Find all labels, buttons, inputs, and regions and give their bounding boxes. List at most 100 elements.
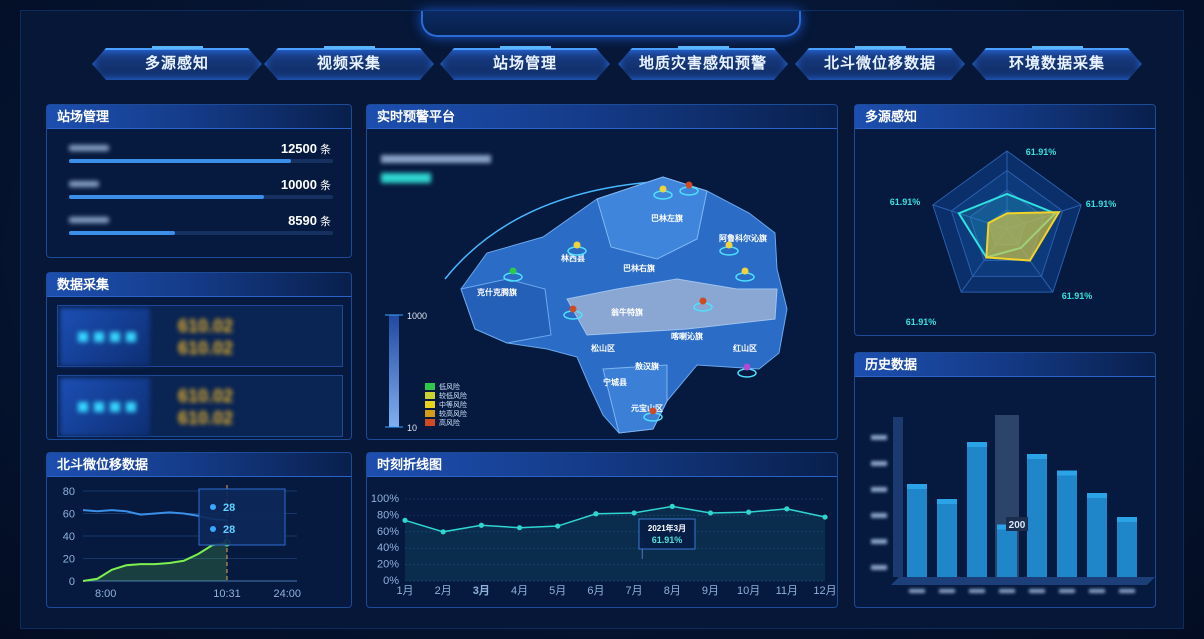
history-bar[interactable]	[1087, 493, 1107, 577]
y-tick: 20	[63, 554, 75, 566]
legend-swatch	[425, 419, 435, 426]
nav-tab[interactable]: 站场管理	[440, 46, 610, 80]
data-point	[669, 503, 675, 509]
panel-header: 实时预警平台	[367, 105, 837, 129]
nav-tab-label: 地质灾害感知预警	[638, 55, 767, 72]
panel-title: 实时预警平台	[377, 109, 456, 124]
history-bar[interactable]	[937, 499, 957, 577]
y-tick: 60%	[377, 526, 399, 538]
risk-marker[interactable]	[743, 363, 751, 371]
panel-header: 历史数据	[855, 353, 1155, 377]
panel-header: 多源感知	[855, 105, 1155, 129]
legend-label: 高风险	[439, 418, 460, 427]
radar-label: 61.91%	[1026, 147, 1057, 157]
risk-marker[interactable]	[725, 241, 733, 249]
region-label: 克什克腾旗	[477, 287, 517, 297]
nav-tab[interactable]: 地质灾害感知预警	[618, 46, 788, 80]
y-tick: 60	[63, 509, 75, 521]
card-value: 610.02	[178, 316, 234, 336]
panel-title: 数据采集	[57, 277, 110, 292]
radar-label: 61.91%	[1062, 291, 1093, 301]
x-tick: 9月	[702, 585, 719, 597]
history-bar[interactable]	[1117, 517, 1137, 577]
x-tick: 4月	[511, 585, 528, 597]
nav-tab[interactable]: 多源感知	[92, 46, 262, 80]
history-bar[interactable]	[1027, 454, 1047, 577]
legend-swatch	[425, 383, 435, 390]
card-value: 610.02	[178, 338, 234, 358]
panel-title: 站场管理	[57, 109, 110, 124]
history-bar[interactable]	[907, 484, 927, 577]
nav-tab[interactable]: 北斗微位移数据	[795, 46, 965, 80]
risk-marker[interactable]	[569, 305, 577, 313]
risk-marker[interactable]	[659, 185, 667, 193]
radar-label: 61.91%	[906, 317, 937, 327]
station-value: 12500 条	[280, 141, 331, 156]
region-label: 巴林左旗	[651, 213, 683, 223]
risk-marker[interactable]	[649, 407, 657, 415]
nav-tab-label: 多源感知	[144, 55, 209, 72]
x-tick: 24:00	[273, 588, 301, 600]
x-tick: 11月	[776, 585, 798, 597]
blurred-label	[69, 217, 109, 223]
legend-swatch	[425, 410, 435, 417]
risk-marker[interactable]	[509, 267, 517, 275]
tooltip-value: 28	[223, 502, 235, 514]
risk-marker[interactable]	[573, 241, 581, 249]
y-tick: 100%	[371, 493, 399, 505]
legend-label: 低风险	[439, 382, 460, 391]
history-bar[interactable]	[1057, 470, 1077, 578]
x-tick: 2月	[435, 585, 452, 597]
data-point	[707, 510, 714, 516]
blurred-label	[69, 145, 109, 151]
x-tick: 8:00	[95, 588, 116, 600]
tooltip: 2021年3月 61.91%	[638, 518, 696, 550]
legend-label: 中等风险	[439, 400, 467, 409]
x-tick: 10:31	[213, 588, 241, 600]
station-progress	[69, 159, 333, 163]
risk-marker[interactable]	[741, 267, 749, 275]
x-tick: 12月	[813, 585, 836, 597]
radar-label: 61.91%	[1086, 199, 1117, 209]
tooltip: 28 28	[198, 488, 286, 546]
legend-label: 较低风险	[439, 391, 467, 400]
x-tick: 3月	[473, 584, 490, 597]
region-label: 林西县	[561, 253, 585, 263]
region-label: 元宝山区	[631, 403, 663, 413]
y-tick: 20%	[377, 559, 399, 571]
tooltip-title: 2021年3月	[648, 523, 686, 533]
tooltip-value: 28	[223, 524, 235, 536]
blurred-label	[69, 181, 99, 187]
nav-tab[interactable]: 环境数据采集	[972, 46, 1142, 80]
y-tick: 40	[63, 531, 75, 543]
data-point	[516, 525, 523, 531]
region-label: 红山区	[733, 343, 757, 353]
data-point	[440, 529, 446, 535]
y-tick: 0%	[383, 575, 399, 587]
nav-tab[interactable]: 视频采集	[264, 46, 434, 80]
data-point	[822, 514, 828, 520]
region-label: 翁牛特旗	[610, 307, 643, 317]
legend-swatch	[425, 392, 435, 399]
series-line	[404, 505, 826, 533]
history-bar[interactable]	[967, 442, 987, 577]
radar-label: 61.91%	[890, 197, 921, 207]
station-value: 10000 条	[280, 177, 331, 192]
x-tick: 8月	[664, 585, 681, 597]
collection-card: 610.02 610.02	[57, 375, 343, 437]
risk-marker[interactable]	[699, 297, 707, 305]
radar-panel: 多源感知 61.91% 61.91% 61.91% 61.91% 61.91%	[854, 104, 1156, 336]
data-point	[593, 511, 599, 517]
data-point	[784, 506, 790, 512]
panel-title: 历史数据	[865, 357, 918, 372]
x-tick: 1月	[396, 585, 413, 597]
warning-panel: 实时预警平台 巴林左旗 阿鲁科尔沁旗 林西县 巴林右旗 克什克腾旗 翁牛特旗 松山区 喀喇沁旗…	[366, 104, 838, 440]
data-point	[555, 523, 561, 529]
history-bar[interactable]	[997, 524, 1017, 578]
history-chart: 200	[871, 415, 1155, 593]
station-progress	[69, 195, 333, 199]
scale-min: 10	[407, 423, 417, 433]
risk-marker[interactable]	[685, 181, 693, 189]
panel-title: 时刻折线图	[377, 457, 443, 472]
